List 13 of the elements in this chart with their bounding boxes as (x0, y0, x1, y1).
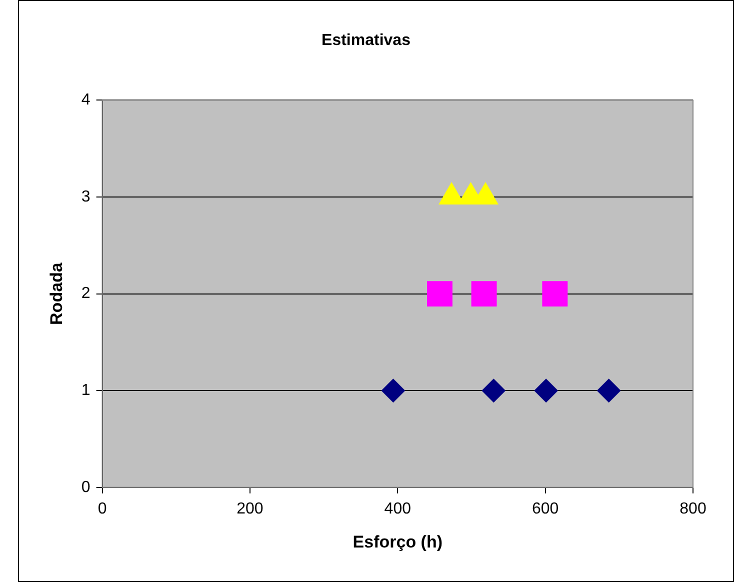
y-tick-label: 4 (81, 92, 90, 109)
y-tick-label: 3 (81, 188, 90, 206)
chart-title: Estimativas (322, 32, 411, 50)
x-axis-title: Esforço (h) (352, 532, 443, 552)
y-tick-label: 0 (81, 478, 90, 496)
y-tick-label: 1 (81, 382, 90, 400)
x-tick-label: 400 (384, 500, 412, 518)
x-tick-label: 800 (680, 500, 706, 518)
y-axis-title: Rodada (46, 262, 66, 325)
x-tick-label: 0 (98, 500, 107, 518)
x-tick-label: 600 (532, 500, 559, 518)
y-tick-label: 2 (81, 285, 90, 302)
x-tick-label: 200 (236, 500, 264, 518)
